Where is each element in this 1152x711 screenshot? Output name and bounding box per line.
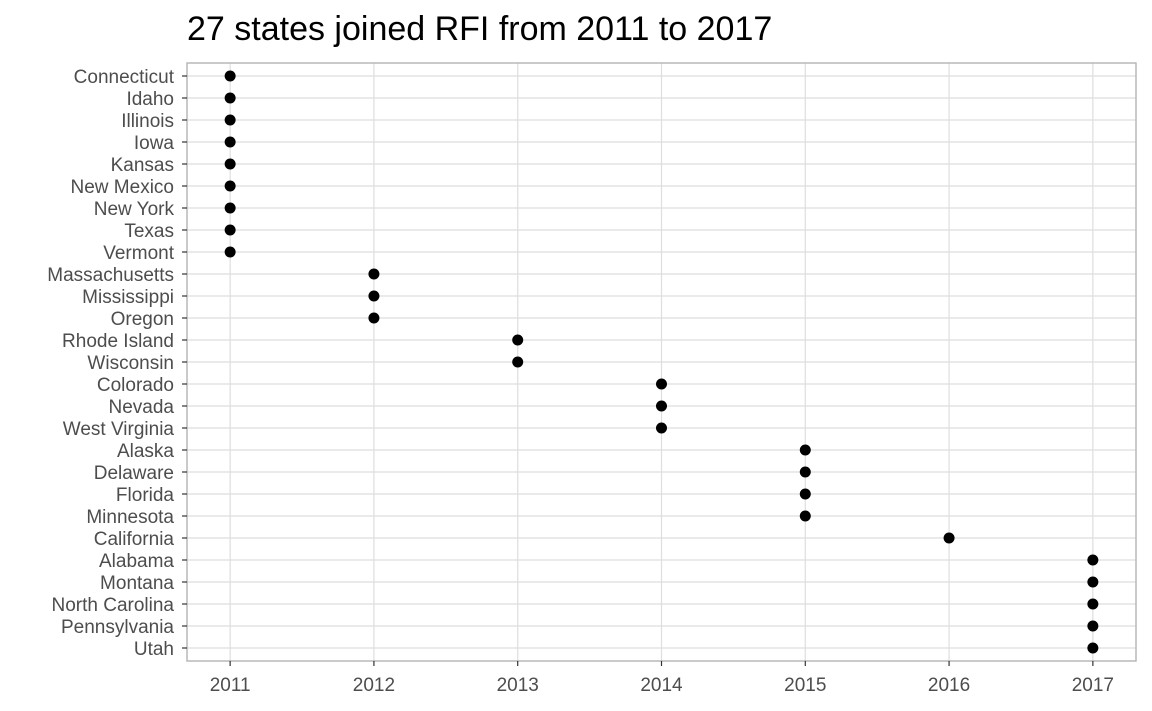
y-tick-label: Nevada	[109, 397, 175, 418]
data-point	[368, 312, 380, 324]
y-tick-label: Rhode Island	[62, 331, 174, 352]
y-tick-label: New Mexico	[71, 177, 174, 198]
data-point	[368, 268, 380, 280]
y-tick-label: Oregon	[111, 309, 174, 330]
x-tick-label: 2016	[928, 675, 970, 696]
y-tick-label: Montana	[100, 573, 174, 594]
data-point	[224, 70, 236, 82]
x-tick-label: 2012	[353, 675, 395, 696]
y-tick-label: Delaware	[94, 463, 174, 484]
grid	[187, 63, 1136, 661]
y-tick-label: Pennsylvania	[61, 617, 174, 638]
y-tick-label: Alaska	[117, 441, 174, 462]
x-tick-label: 2017	[1072, 675, 1114, 696]
data-point	[799, 466, 811, 478]
y-tick-label: Mississippi	[82, 287, 174, 308]
y-tick-label: Alabama	[99, 551, 174, 572]
data-point	[512, 334, 524, 346]
y-tick-label: North Carolina	[52, 595, 175, 616]
y-tick-label: Massachusetts	[47, 265, 174, 286]
data-point	[224, 136, 236, 148]
x-tick-label: 2015	[784, 675, 826, 696]
y-tick-label: Florida	[116, 485, 175, 506]
y-tick-label: Minnesota	[86, 507, 174, 528]
data-point	[799, 510, 811, 522]
y-tick-label: Iowa	[134, 133, 175, 154]
data-point	[368, 290, 380, 302]
y-tick-label: New York	[94, 199, 175, 220]
y-tick-label: West Virginia	[63, 419, 175, 440]
x-tick-label: 2014	[640, 675, 683, 696]
x-tick-label: 2011	[210, 675, 251, 696]
y-tick-label: Utah	[134, 639, 174, 660]
data-point	[224, 158, 236, 170]
chart-title: 27 states joined RFI from 2011 to 2017	[187, 10, 772, 48]
data-points	[224, 70, 1099, 654]
data-point	[512, 356, 524, 368]
data-point	[656, 378, 667, 390]
data-point	[1087, 620, 1099, 632]
data-point	[1087, 576, 1099, 588]
data-point	[224, 92, 236, 104]
y-tick-label: Kansas	[111, 155, 174, 176]
data-point	[224, 114, 236, 126]
x-axis: 2011 2012 2013 2014 2015 2016 2017	[210, 661, 1114, 696]
data-point	[224, 224, 236, 236]
y-tick-label: Wisconsin	[87, 353, 174, 374]
data-point	[799, 444, 811, 456]
y-tick-label: Connecticut	[74, 67, 175, 88]
data-point	[656, 400, 667, 412]
y-tick-label: Colorado	[97, 375, 174, 396]
y-tick-label: California	[94, 529, 175, 550]
data-point	[1087, 554, 1099, 566]
data-point	[224, 202, 236, 214]
data-point	[224, 180, 236, 192]
data-point	[1087, 598, 1099, 610]
data-point	[799, 488, 811, 500]
y-tick-label: Illinois	[121, 111, 174, 132]
y-tick-label: Vermont	[103, 243, 174, 264]
data-point	[1087, 642, 1099, 654]
y-tick-label: Idaho	[126, 89, 174, 110]
data-point	[656, 422, 667, 434]
y-tick-label: Texas	[124, 221, 174, 242]
data-point	[224, 246, 236, 258]
x-tick-label: 2013	[497, 675, 539, 696]
data-point	[943, 532, 955, 544]
